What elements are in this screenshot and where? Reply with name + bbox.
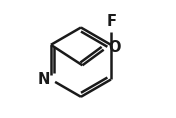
Text: O: O bbox=[108, 40, 121, 55]
Text: F: F bbox=[107, 14, 117, 29]
Text: N: N bbox=[38, 72, 50, 87]
